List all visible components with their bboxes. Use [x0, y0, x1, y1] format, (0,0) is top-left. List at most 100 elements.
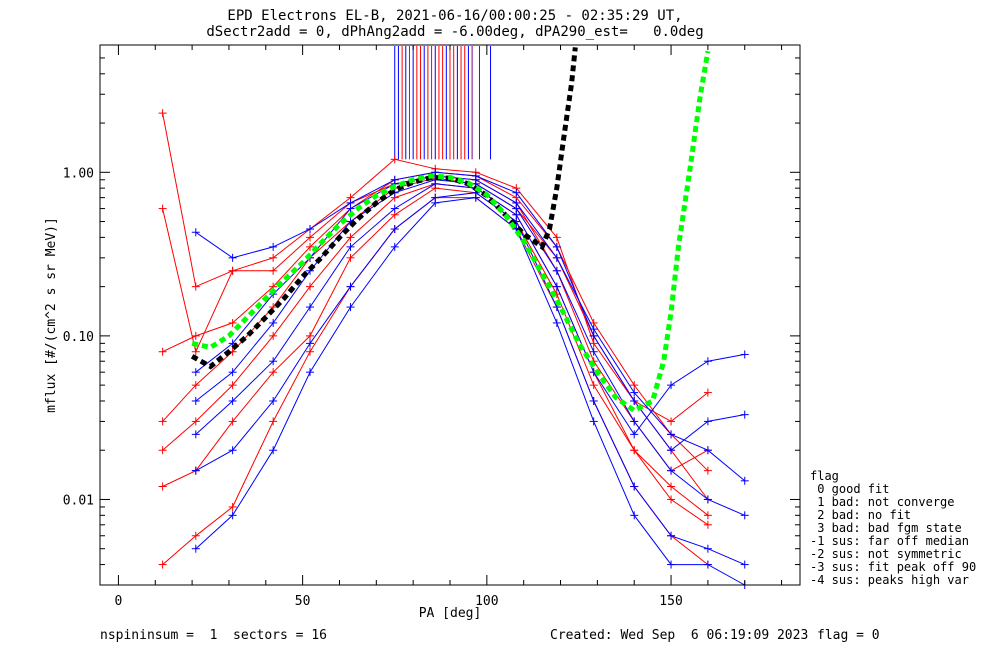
data-point [228, 502, 237, 511]
x-tick-label: 150 [659, 594, 682, 609]
data-point [630, 446, 639, 455]
legend-item: -4 sus: peaks high var [810, 573, 969, 587]
data-point [269, 253, 278, 262]
data-point [306, 242, 314, 251]
data-point [390, 225, 399, 234]
data-point [667, 446, 676, 455]
data-point [589, 396, 598, 405]
y-tick-label: 1.00 [63, 166, 94, 181]
data-point [269, 357, 278, 366]
footer-left-info: nspininsum = 1 sectors = 16 [100, 628, 327, 643]
data-point [228, 511, 237, 520]
legend-item: 2 bad: no fit [810, 508, 912, 522]
legend-item: 3 bad: bad fgm state [810, 521, 962, 535]
data-point [630, 381, 639, 390]
data-point [552, 233, 561, 242]
data-point [228, 253, 237, 262]
data-point [740, 410, 749, 419]
legend-item: -3 sus: fit peak off 90 [810, 560, 977, 574]
data-point [512, 188, 521, 197]
data-point [191, 368, 200, 377]
data-point [191, 417, 200, 426]
x-tick-label: 100 [475, 594, 498, 609]
chart-title-line2: dSectr2add = 0, dPhAng2add = -6.00deg, d… [206, 24, 704, 40]
data-point [589, 339, 598, 348]
data-point [431, 198, 440, 207]
series-line [195, 183, 745, 436]
data-point [667, 495, 676, 504]
data-point [191, 430, 200, 439]
data-point [269, 446, 278, 455]
data-point [158, 446, 167, 455]
data-point [589, 331, 598, 340]
data-point [269, 396, 278, 405]
data-point [667, 417, 676, 426]
data-point [667, 430, 676, 439]
data-point [703, 446, 712, 455]
data-point [228, 417, 237, 426]
data-point [306, 331, 314, 340]
data-point [158, 347, 167, 356]
data-point [471, 175, 480, 184]
data-point [471, 193, 480, 202]
data-point [306, 347, 314, 356]
data-point [158, 109, 167, 118]
data-point [228, 396, 237, 405]
data-point [390, 242, 399, 251]
data-point [390, 155, 399, 164]
data-point [552, 253, 561, 262]
data-point [346, 233, 355, 242]
data-point [703, 388, 712, 397]
data-point [228, 381, 237, 390]
data-point [667, 560, 676, 569]
data-point [740, 560, 749, 569]
data-point [740, 511, 749, 520]
fit-curve-green [191, 50, 711, 414]
data-point [552, 318, 561, 327]
data-point [512, 198, 521, 207]
data-point [703, 357, 712, 366]
data-point [589, 381, 598, 390]
data-point [703, 560, 712, 569]
legend-item: -2 sus: not symmetric [810, 547, 962, 561]
data-point [306, 339, 314, 348]
data-point [703, 511, 712, 520]
data-point [740, 476, 749, 485]
data-point [346, 242, 355, 251]
legend-item: 0 good fit [810, 482, 890, 496]
legend-item: 1 bad: not converge [810, 495, 955, 509]
data-point [228, 318, 237, 327]
data-point [191, 347, 200, 356]
data-point [703, 520, 712, 529]
series-line [195, 179, 745, 516]
data-point [589, 325, 598, 334]
data-point [630, 388, 639, 397]
data-point [269, 318, 278, 327]
data-point [306, 233, 314, 242]
data-point [703, 466, 712, 475]
data-point [228, 266, 237, 275]
chart-title-line1: EPD Electrons EL-B, 2021-06-16/00:00:25 … [227, 8, 683, 24]
data-point [306, 303, 314, 312]
data-point [158, 482, 167, 491]
data-point [191, 531, 200, 540]
legend-title: flag [810, 469, 839, 483]
series-line [162, 187, 709, 516]
series-line [195, 197, 745, 586]
legend-item: -1 sus: far off median [810, 534, 969, 548]
data-point [630, 417, 639, 426]
data-point [191, 331, 200, 340]
data-layer [158, 46, 749, 589]
data-point [269, 331, 278, 340]
y-tick-label: 0.01 [63, 493, 94, 508]
series-line [162, 197, 709, 565]
series-line [195, 192, 745, 566]
data-point [431, 179, 440, 188]
data-point [191, 396, 200, 405]
data-point [346, 204, 355, 213]
data-point [552, 266, 561, 275]
data-point [703, 417, 712, 426]
footer-created: Created: Wed Sep 6 06:19:09 2023 [550, 628, 809, 643]
data-point [667, 482, 676, 491]
